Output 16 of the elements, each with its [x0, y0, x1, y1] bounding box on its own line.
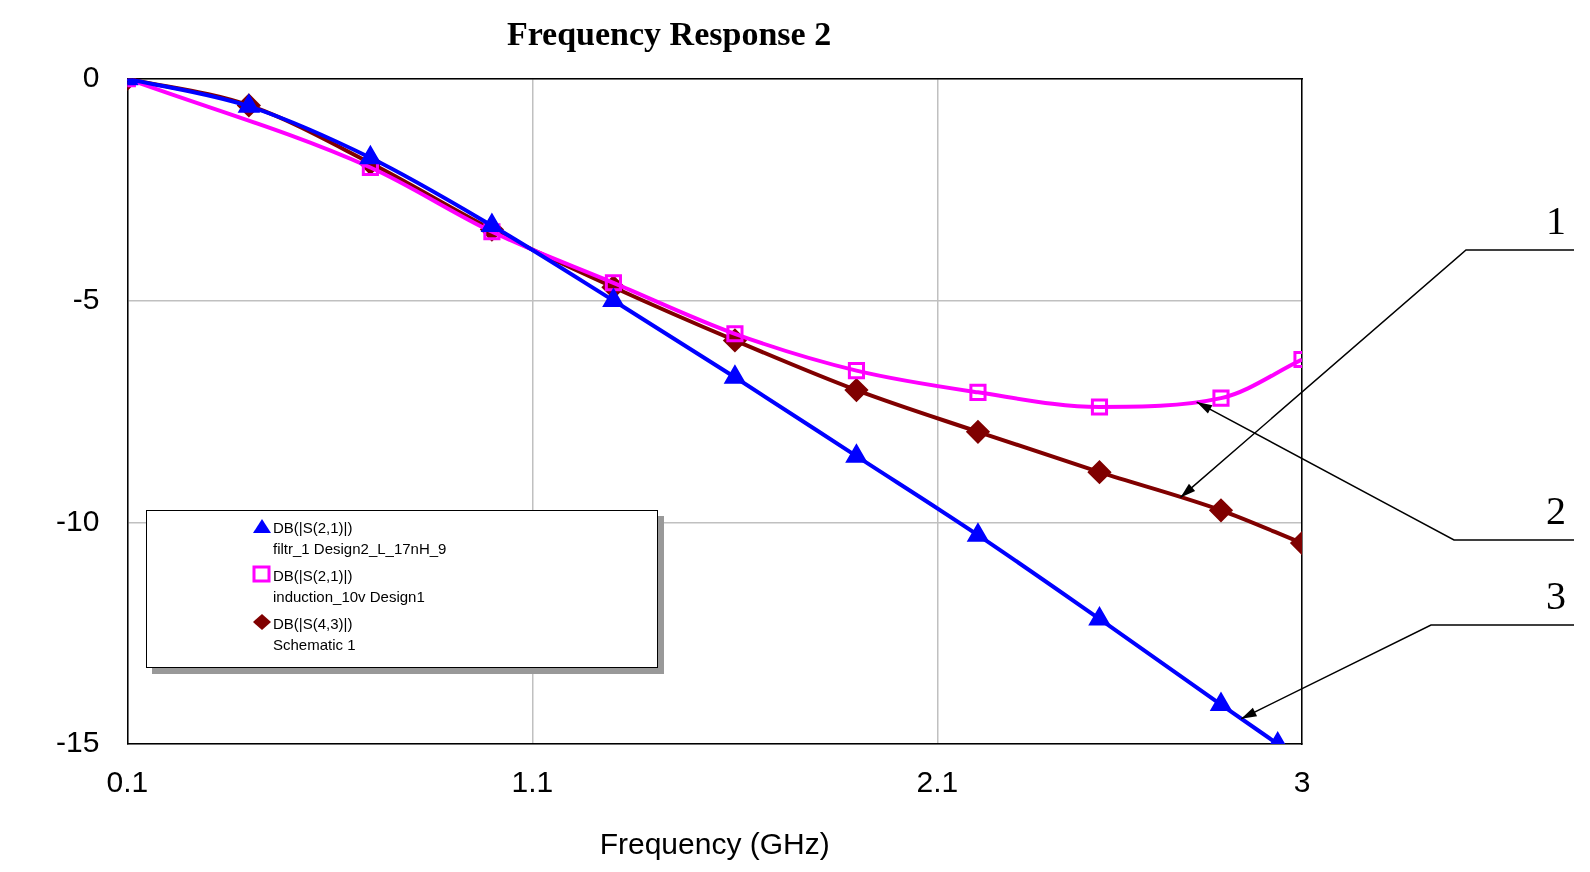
chart-title: Frequency Response 2	[506, 15, 832, 53]
legend-label: DB(|S(4,3)|) Schematic 1	[273, 614, 356, 655]
legend-label: DB(|S(2,1)|) induction_10v Design1	[273, 566, 425, 607]
y-tick-label: -5	[72, 281, 100, 315]
x-axis-title: Frequency (GHz)	[599, 827, 830, 861]
x-tick-label: 3	[1293, 765, 1311, 799]
x-tick-label: 2.1	[916, 765, 959, 799]
annotation: 1	[1546, 197, 1566, 243]
annotation: 3	[1546, 572, 1566, 618]
x-tick-label: 1.1	[511, 765, 554, 799]
y-tick-label: 0	[82, 60, 100, 94]
y-tick-label: -10	[56, 503, 100, 537]
annotation: 2	[1546, 487, 1566, 533]
y-tick-label: -15	[56, 725, 100, 759]
x-tick-label: 0.1	[106, 765, 149, 799]
legend-label: DB(|S(2,1)|) filtr_1 Design2_L_17nH_9	[273, 518, 447, 559]
